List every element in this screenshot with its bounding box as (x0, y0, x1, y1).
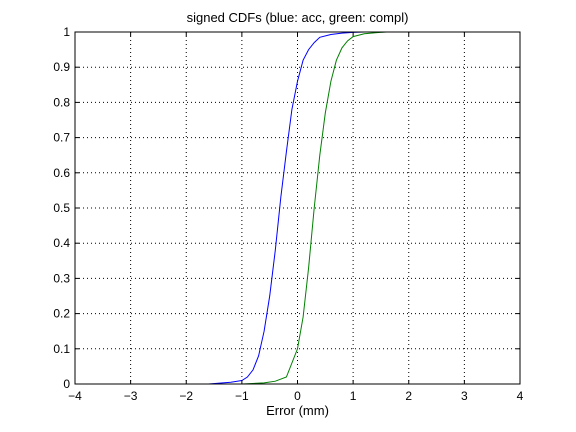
x-tick-label: −4 (68, 389, 82, 403)
y-tick-label: 0.3 (53, 271, 70, 285)
y-tick-label: 0 (63, 377, 70, 391)
x-tick-label: −1 (235, 389, 249, 403)
ticks: −4 −3 −2 −1 0 1 2 3 4 0 0.1 0.2 0.3 0.4 0.5 0.6 0.7 0.8 0.… (53, 25, 523, 403)
grid (75, 32, 520, 384)
x-tick-label: 2 (405, 389, 412, 403)
chart-title: signed CDFs (blue: acc, green: compl) (187, 10, 409, 25)
x-tick-label: 3 (461, 389, 468, 403)
y-tick-label: 0.7 (53, 131, 70, 145)
x-tick-label: −3 (124, 389, 138, 403)
y-tick-label: 0.5 (53, 201, 70, 215)
x-tick-label: 4 (517, 389, 524, 403)
y-tick-label: 1 (63, 25, 70, 39)
x-tick-label: −2 (179, 389, 193, 403)
y-tick-label: 0.1 (53, 342, 70, 356)
y-tick-label: 0.9 (53, 60, 70, 74)
y-tick-label: 0.8 (53, 95, 70, 109)
x-axis-label: Error (mm) (266, 403, 329, 418)
y-tick-label: 0.4 (53, 236, 70, 250)
x-tick-label: 0 (294, 389, 301, 403)
x-tick-label: 1 (350, 389, 357, 403)
y-tick-label: 0.2 (53, 307, 70, 321)
y-tick-label: 0.6 (53, 166, 70, 180)
